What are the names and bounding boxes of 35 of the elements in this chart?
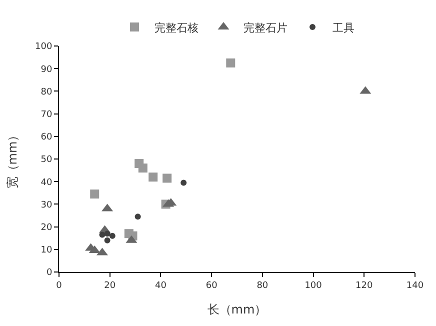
x-axis-title: 长（mm） [207, 302, 267, 317]
y-tick-label: 0 [46, 268, 52, 278]
point [109, 232, 116, 239]
point [148, 172, 158, 182]
y-tick-label: 80 [40, 87, 52, 98]
legend-label: 完整石片 [244, 21, 288, 34]
legend-label: 工具 [332, 21, 354, 34]
y-tick-label: 30 [40, 200, 52, 210]
y-tick-label: 10 [40, 246, 52, 256]
y-tick-label: 40 [40, 178, 52, 188]
x-tick-label: 80 [256, 280, 268, 291]
y-tick-label: 60 [40, 132, 52, 143]
point [90, 190, 100, 199]
x-tick-label: 40 [154, 280, 167, 291]
x-tick-label: 60 [206, 280, 218, 291]
point [226, 58, 236, 68]
x-tick-label: 120 [356, 280, 373, 291]
point [104, 230, 110, 237]
point [134, 214, 141, 220]
y-tick-label: 70 [40, 110, 52, 120]
y-tick-label: 50 [40, 155, 52, 166]
y-axis-title: 宽（mm） [5, 129, 20, 189]
y-tick-label: 90 [40, 64, 52, 75]
x-tick-label: 20 [104, 280, 116, 291]
point [162, 174, 172, 183]
legend-label: 完整石核 [154, 21, 198, 34]
x-tick-label: 100 [304, 280, 322, 291]
x-tick-label: 140 [406, 280, 424, 291]
point [180, 180, 187, 186]
point [99, 232, 106, 238]
point [138, 164, 148, 173]
y-tick-label: 20 [40, 222, 52, 233]
y-tick-label: 100 [35, 42, 52, 52]
point [104, 237, 110, 244]
x-tick-label: 0 [56, 280, 62, 291]
